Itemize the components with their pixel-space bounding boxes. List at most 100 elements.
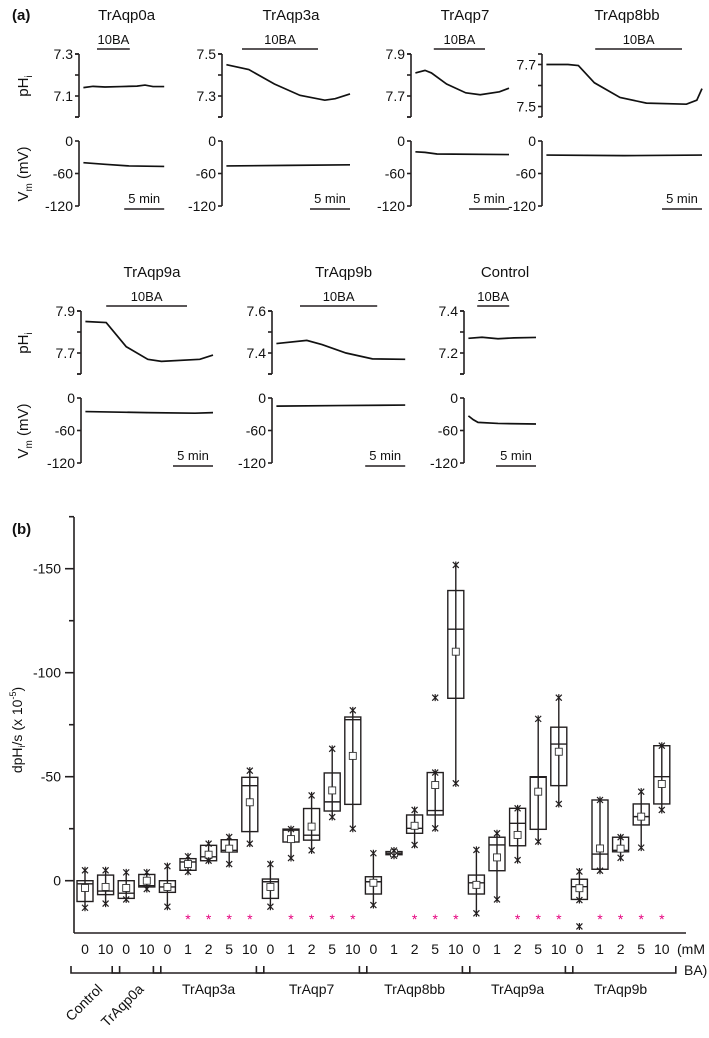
vm-tick-label: 0	[450, 390, 458, 406]
dose-label: 2	[514, 941, 522, 957]
group-label: TrAqp9b	[594, 981, 647, 997]
whisker-end-marker	[472, 846, 480, 854]
ph-tick-label: 7.5	[197, 46, 217, 62]
group-bracket	[152, 966, 265, 974]
box-traqp8bb-5: *5	[426, 694, 444, 957]
whisker-end-marker	[184, 852, 192, 860]
box-traqp9b-10: * 10	[653, 742, 671, 957]
box-traqp3a-10: * 10	[241, 767, 259, 957]
box-traqp0a-10: 10	[138, 868, 156, 957]
vm-trace	[83, 161, 165, 168]
mean-marker	[225, 844, 234, 853]
vm-axis-label: Vm (mV)	[15, 403, 35, 458]
scale-bar-label: 5 min	[128, 191, 160, 206]
box-traqp8bb-1: 1	[385, 847, 403, 957]
ph-trace	[415, 69, 510, 96]
dose-label: 0	[122, 941, 130, 957]
vm-axis-label: Vm (mV)	[15, 146, 35, 201]
mean-marker	[657, 780, 666, 788]
dose-label: 0	[81, 941, 89, 957]
panel-a-label: (a)	[12, 7, 30, 24]
whisker-end-marker	[493, 895, 501, 903]
box-control-0: 0	[76, 866, 94, 957]
box-traqp9b-2: *2	[611, 833, 630, 957]
box-traqp9a-5: *5	[529, 715, 547, 957]
y-label-sup: -5	[8, 692, 18, 700]
whisker-end-marker	[163, 903, 171, 911]
significance-marker: *	[206, 911, 212, 927]
significance-marker: *	[659, 911, 665, 927]
vm-tick-label: -60	[438, 423, 458, 439]
mean-marker	[369, 878, 378, 887]
dose-label: 10	[98, 941, 114, 957]
y-tick-label: -50	[41, 769, 61, 785]
whisker-end-marker	[143, 885, 151, 893]
y-tick-label: -150	[33, 561, 61, 577]
box-traqp7-10: * 10	[344, 706, 362, 957]
whisker-end-marker	[555, 694, 563, 702]
whisker-end-marker	[658, 742, 666, 750]
whisker-end-marker	[431, 824, 439, 832]
ph-axis-label: pHi	[15, 332, 35, 353]
vm-tick-label: -60	[385, 166, 405, 182]
ph-tick-label: 7.5	[517, 99, 537, 115]
box	[323, 772, 341, 812]
vm-tick-label: -120	[47, 455, 75, 471]
group-label: TrAqp3a	[182, 981, 235, 997]
significance-marker: *	[309, 911, 315, 927]
dose-label: 10	[448, 941, 464, 957]
whisker-end-marker	[266, 903, 274, 911]
vm-trace	[467, 415, 537, 425]
whisker-end-marker	[514, 804, 522, 812]
ph-axis-label: pHi	[15, 75, 35, 96]
ph-trace	[276, 339, 406, 361]
whisker-end-marker	[431, 769, 439, 777]
ph-tick-label: 7.3	[54, 46, 74, 62]
stimulus-label: 10BA	[264, 32, 296, 47]
scale-bar-label: 5 min	[369, 448, 401, 463]
trace-panel-traqp9b: TrAqp9b 10BA 7.6 7.4 0 -60 -120 5 min	[238, 264, 406, 471]
box-traqp7-0: 0	[261, 860, 280, 957]
box-traqp3a-5: *5	[220, 833, 238, 957]
whisker-end-marker	[411, 806, 419, 814]
dose-label: 2	[308, 941, 316, 957]
mean-marker	[431, 781, 440, 789]
whisker-end-marker	[349, 825, 357, 833]
dose-label: 0	[370, 941, 378, 957]
group-bracket	[358, 966, 471, 974]
vm-tick-label: -120	[377, 198, 405, 214]
vm-trace	[85, 410, 214, 415]
vm-tick-label: -120	[238, 455, 266, 471]
mean-marker	[410, 821, 419, 830]
vm-axis-label-main: V	[15, 449, 32, 459]
vm-tick-label: 0	[208, 133, 216, 149]
whisker-end-marker	[534, 838, 542, 846]
trace-title: Control	[481, 264, 529, 281]
trace-title: TrAqp9b	[315, 264, 372, 281]
dose-label: 10	[654, 941, 670, 957]
whisker-end-marker	[328, 745, 336, 753]
group-label: TrAqp9a	[491, 981, 544, 997]
whisker-end-marker	[637, 844, 645, 852]
whisker-end-marker	[658, 806, 666, 814]
significance-marker: *	[453, 911, 459, 927]
mean-marker	[184, 860, 192, 869]
whisker-end-marker	[575, 896, 583, 904]
whisker-end-marker	[575, 922, 583, 930]
whisker-end-marker	[184, 868, 192, 876]
trace-title: TrAqp3a	[263, 7, 321, 24]
stimulus-label: 10BA	[323, 289, 355, 304]
box	[96, 874, 115, 896]
ph-tick-label: 7.4	[439, 303, 459, 319]
dose-label: 5	[637, 941, 645, 957]
whisker-end-marker	[493, 829, 501, 837]
dose-label: 2	[411, 941, 419, 957]
scale-bar-label: 5 min	[314, 191, 346, 206]
ph-tick-label: 7.2	[439, 345, 459, 361]
whisker-end-marker	[411, 841, 419, 849]
whisker-end-marker	[308, 846, 316, 854]
